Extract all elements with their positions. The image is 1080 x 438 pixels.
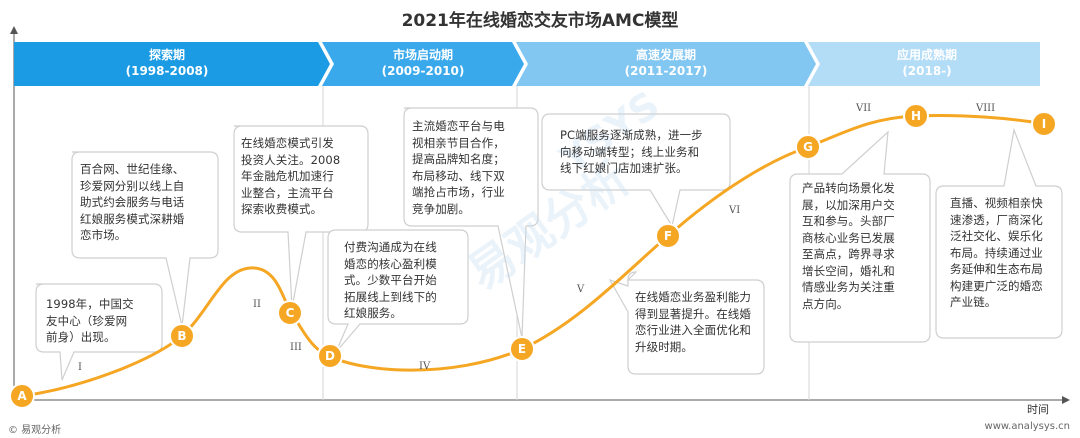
annotation-b: 百合网、世纪佳缘、 珍爱网分别以线上自 助式约会服务与电话 红娘服务模式深耕婚 … [80, 162, 185, 242]
stage-label-4: IV [419, 361, 431, 372]
node-d [317, 343, 343, 369]
phase-years: (2011-2017) [624, 64, 708, 78]
node-h [903, 103, 929, 129]
bubble-d [327, 229, 469, 353]
y-axis-arrow [10, 26, 18, 34]
node-b [169, 323, 195, 349]
phase-name: 应用成熟期 [896, 48, 957, 62]
stage-label-2: II [253, 299, 261, 310]
x-axis-label: 时间 [1027, 403, 1049, 416]
phase-banner-bg-4 [808, 42, 1040, 86]
bubble-a [35, 283, 163, 381]
phase-banner-2: 市场启动期 (2009-2010) [330, 42, 516, 86]
stage-label-5: V [577, 284, 585, 295]
phase-banner-bg-2 [322, 42, 524, 86]
bubble-f [541, 113, 731, 228]
annotation-i: 直播、视频相亲快 速渗透，厂商深化 泛社交化、娱乐化 布局。持续通过业 务延伸和… [950, 196, 1043, 309]
phase-years: (1998-2008) [125, 64, 209, 78]
stage-label-3: III [290, 342, 302, 353]
node-label-a: A [17, 389, 27, 403]
annotation-e: 主流婚恋平台与电 视相亲节目合作， 提高品牌知名度； 布局移动、线下双 端抢占市… [412, 119, 505, 216]
phase-name: 探索期 [148, 48, 185, 62]
nodes [9, 103, 1057, 409]
stage-label-6: VI [729, 205, 741, 216]
annotation-f: PC端服务逐渐成熟，进一步 向移动端转型；线上业务和 线下红娘门店加速扩张。 [560, 128, 703, 175]
annotation-d: 付费沟通成为在线 婚恋的核心盈利模 式。少数平台开始 拓展线上到线下的 红娘服务… [344, 240, 437, 320]
node-c [277, 300, 303, 326]
footer-site: www.analysys.cn [984, 421, 1070, 432]
node-g [795, 134, 821, 160]
phase-name: 高速发展期 [635, 48, 696, 62]
bubbles [35, 107, 1063, 381]
node-e [509, 336, 535, 362]
node-label-c: C [285, 306, 295, 320]
bubble-g [608, 271, 765, 375]
chart-title: 2021年在线婚恋交友市场AMC模型 [401, 11, 679, 31]
phase-name: 市场启动期 [392, 48, 453, 62]
annotation-g: 在线婚恋业务盈利能力 得到显著提升。在线婚 恋行业进入全面优化和 升级时期。 [635, 290, 751, 354]
bubble-i [935, 127, 1063, 339]
phase-years: (2018-) [902, 64, 952, 78]
node-label-h: H [910, 109, 922, 123]
phase-banner-3: 高速发展期 (2011-2017) [524, 42, 808, 86]
bubble-h [789, 130, 931, 343]
phase-years: (2009-2010) [381, 64, 465, 78]
node-label-g: G [803, 140, 813, 154]
node-label-i: I [1041, 117, 1047, 131]
phase-banner-1: 探索期 (1998-2008) [14, 42, 320, 86]
annotation-a: 1998年，中国交 友中心（珍爱网 前身）出现。 [46, 297, 134, 344]
x-axis-arrow [1062, 396, 1070, 404]
node-a [9, 383, 35, 409]
lifecycle-curve [21, 113, 1047, 398]
node-label-b: B [177, 329, 187, 343]
phase-banners [14, 42, 1040, 86]
annotation-h: 产品转向场景化发 展，以加深用户交 互和参与。头部厂 商核心业务已发展 至高点，… [802, 181, 895, 311]
node-label-e: E [517, 342, 527, 356]
node-label-d: D [325, 349, 335, 363]
node-f [655, 223, 681, 249]
node-label-f: F [663, 229, 673, 243]
annotation-c: 在线婚恋模式引发 投资人关注。2008 年金融危机加速行 业整合，主流平台 探索… [241, 136, 341, 216]
stage-label-7: VII [856, 103, 872, 114]
phase-banner-4: 应用成熟期 (2018-) [816, 42, 1038, 86]
axes [10, 26, 1070, 404]
stage-label-1: I [78, 362, 82, 373]
stage-label-8: VIII [976, 103, 996, 114]
phase-banner-bg-3 [516, 42, 816, 86]
phase-banner-bg-1 [14, 42, 330, 86]
footer-source: © 易观分析 [8, 425, 62, 436]
node-i [1031, 111, 1057, 137]
